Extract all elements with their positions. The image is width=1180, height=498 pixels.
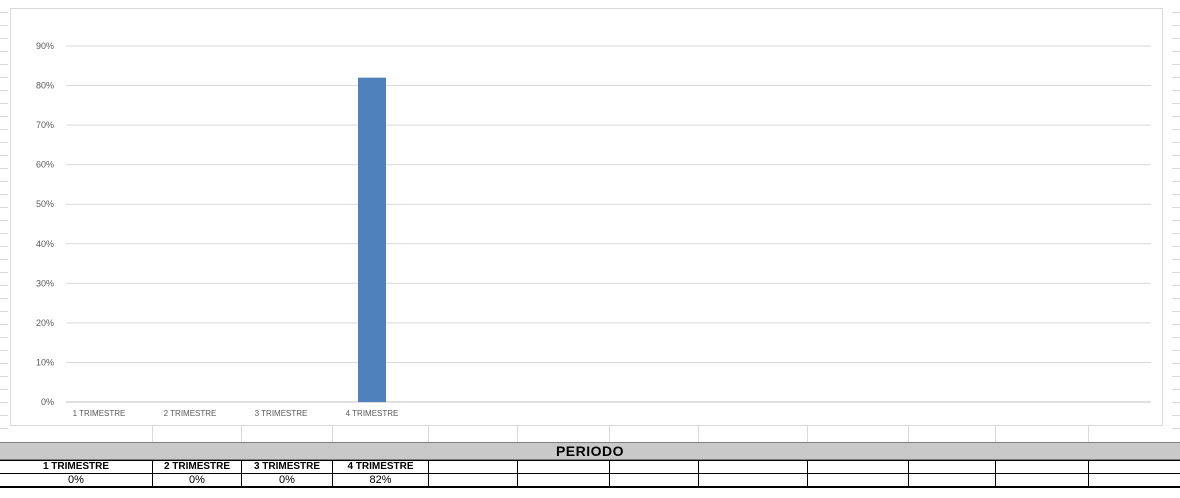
y-tick-label: 20% — [36, 318, 54, 328]
empty-cell[interactable] — [429, 426, 518, 442]
empty-cell[interactable] — [699, 474, 808, 486]
empty-cell[interactable] — [153, 426, 242, 442]
empty-cell[interactable] — [996, 426, 1089, 442]
chart-area[interactable]: 0% 10% 20% 30% 40% 50% 60% 70% 80% 90% 1 TRIMESTRE… — [10, 8, 1163, 426]
periodo-header-row: PERIODO — [0, 442, 1180, 460]
blank-row — [0, 426, 1180, 442]
value-cell-2[interactable]: 0% — [153, 474, 242, 486]
header-cell-2[interactable]: 2 TRIMESTRE — [153, 461, 242, 473]
empty-cell[interactable] — [699, 426, 808, 442]
empty-cell[interactable] — [996, 461, 1089, 473]
periodo-title: PERIODO — [555, 443, 625, 459]
y-tick-label: 30% — [36, 278, 54, 288]
bar-chart: 0% 10% 20% 30% 40% 50% 60% 70% 80% 90% 1 TRIMESTRE… — [36, 41, 1151, 418]
value-cell-1[interactable]: 0% — [0, 474, 153, 486]
value-cell-3[interactable]: 0% — [242, 474, 333, 486]
value-cell-4[interactable]: 82% — [333, 474, 429, 486]
empty-cell[interactable] — [429, 461, 518, 473]
empty-cell[interactable] — [518, 461, 610, 473]
empty-cell[interactable] — [610, 426, 699, 442]
empty-cell[interactable] — [808, 474, 909, 486]
empty-cell[interactable] — [610, 474, 699, 486]
y-tick-label: 40% — [36, 239, 54, 249]
quarter-value-row: 0% 0% 0% 82% — [0, 474, 1180, 488]
y-tick-label: 10% — [36, 357, 54, 367]
empty-cell[interactable] — [242, 426, 333, 442]
x-tick-label: 1 TRIMESTRE — [73, 409, 126, 418]
empty-cell[interactable] — [0, 426, 153, 442]
x-tick-label: 4 TRIMESTRE — [346, 409, 399, 418]
y-tick-label: 70% — [36, 120, 54, 130]
periodo-table: PERIODO 1 TRIMESTRE 2 TRIMESTRE 3 TRIMES… — [0, 426, 1180, 498]
y-tick-label: 50% — [36, 199, 54, 209]
header-cell-1[interactable]: 1 TRIMESTRE — [0, 461, 153, 473]
x-tick-label: 3 TRIMESTRE — [255, 409, 308, 418]
empty-cell[interactable] — [518, 426, 610, 442]
empty-cell[interactable] — [610, 461, 699, 473]
empty-cell[interactable] — [996, 474, 1089, 486]
empty-cell[interactable] — [518, 474, 610, 486]
empty-cell[interactable] — [909, 461, 996, 473]
y-tick-label: 90% — [36, 41, 54, 51]
header-cell-3[interactable]: 3 TRIMESTRE — [242, 461, 333, 473]
empty-cell[interactable] — [699, 461, 808, 473]
empty-cell[interactable] — [909, 426, 996, 442]
row-gridlines-right — [1172, 0, 1180, 430]
quarter-header-row: 1 TRIMESTRE 2 TRIMESTRE 3 TRIMESTRE 4 TR… — [0, 460, 1180, 474]
empty-cell[interactable] — [808, 461, 909, 473]
bar — [358, 77, 386, 403]
row-gridlines-left — [0, 0, 8, 430]
empty-cell[interactable] — [333, 426, 429, 442]
empty-cell[interactable] — [429, 474, 518, 486]
y-tick-label: 60% — [36, 160, 54, 170]
header-cell-4[interactable]: 4 TRIMESTRE — [333, 461, 429, 473]
y-tick-label: 0% — [41, 397, 54, 407]
y-tick-label: 80% — [36, 81, 54, 91]
empty-cell[interactable] — [909, 474, 996, 486]
x-tick-label: 2 TRIMESTRE — [164, 409, 217, 418]
empty-cell[interactable] — [808, 426, 909, 442]
